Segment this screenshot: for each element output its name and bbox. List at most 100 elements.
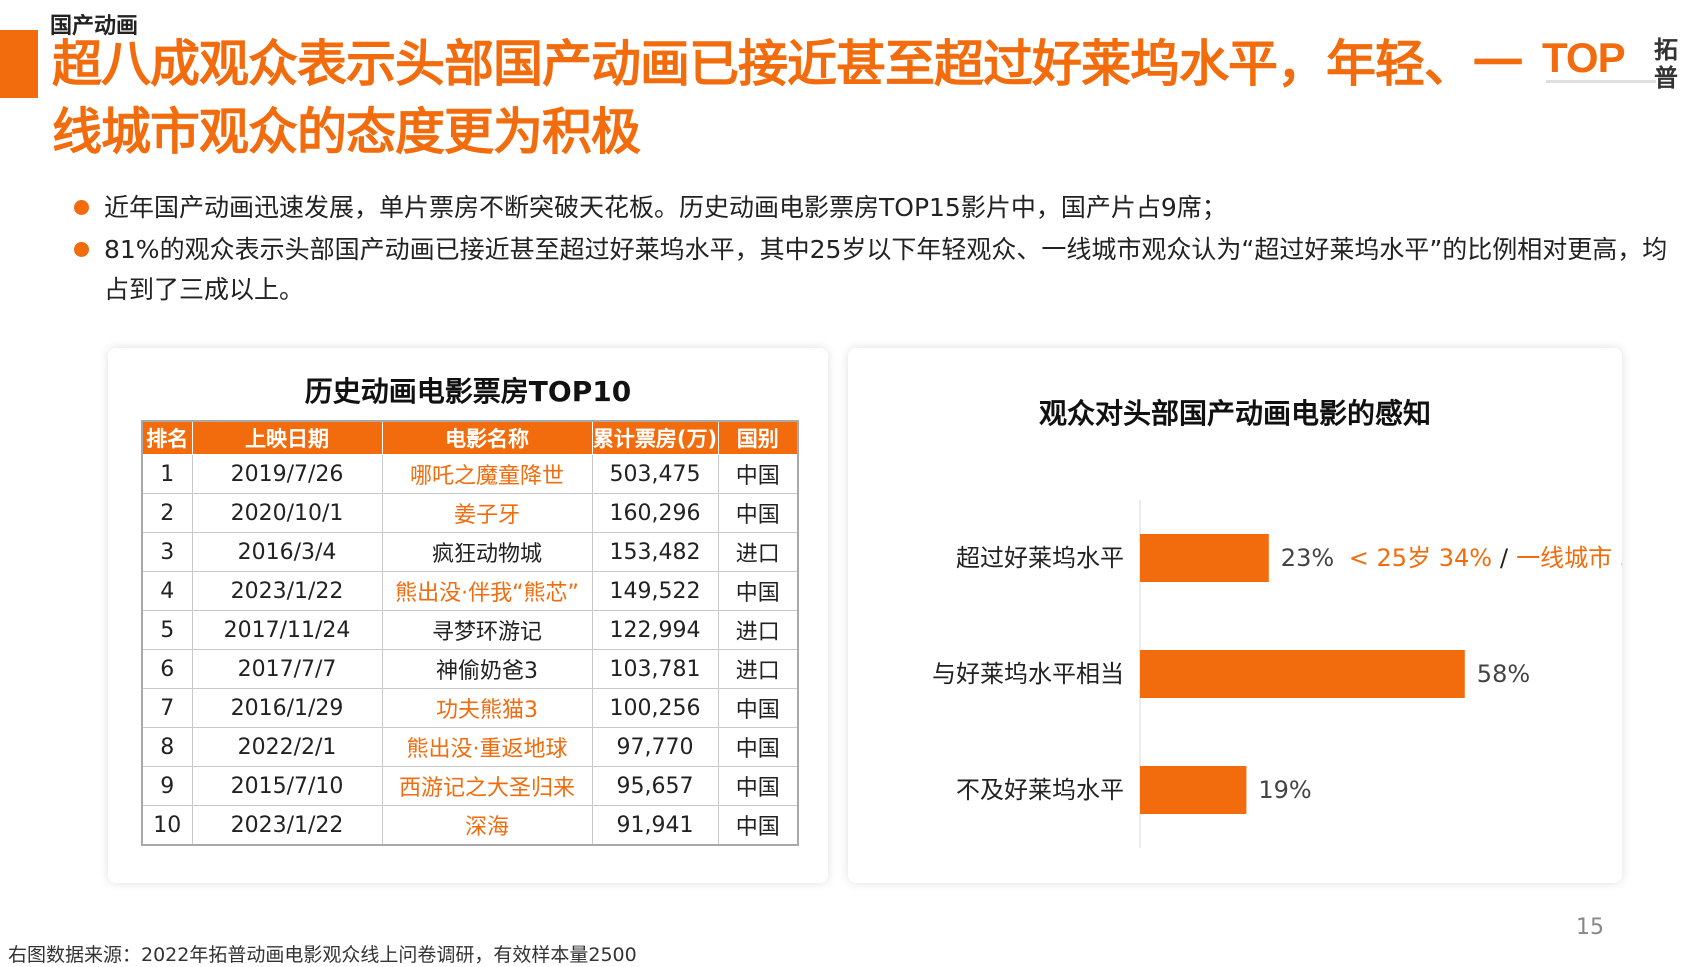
box-office-cell: 91,941 bbox=[591, 805, 719, 846]
release-date-cell: 2017/11/24 bbox=[191, 610, 383, 650]
column-header: 累计票房(万) bbox=[591, 420, 719, 455]
movie-name-cell: 寻梦环游记 bbox=[381, 610, 593, 650]
table-title: 历史动画电影票房TOP10 bbox=[304, 375, 632, 408]
category-label: 不及好莱坞水平 bbox=[956, 776, 1124, 804]
bullet-item: 81%的观众表示头部国产动画已接近甚至超过好莱坞水平，其中25岁以下年轻观众、一… bbox=[72, 230, 1672, 310]
column-header: 排名 bbox=[141, 420, 193, 455]
bullet-dot-icon bbox=[74, 200, 89, 215]
rank-cell: 1 bbox=[141, 454, 193, 494]
annotation-separator: / bbox=[1500, 544, 1509, 572]
box-office-cell: 122,994 bbox=[591, 610, 719, 650]
country-cell: 中国 bbox=[717, 805, 799, 846]
release-date-cell: 2019/7/26 bbox=[191, 454, 383, 494]
box-office-cell: 160,296 bbox=[591, 493, 719, 533]
table-header-row: 排名 上映日期 电影名称 累计票房(万) 国别 bbox=[141, 420, 799, 455]
box-office-table: 排名 上映日期 电影名称 累计票房(万) 国别 1 2019/7/26 哪吒之魔童降… bbox=[141, 420, 799, 846]
page-number: 15 bbox=[1576, 915, 1604, 940]
logo-underline bbox=[1546, 80, 1656, 83]
release-date-cell: 2016/1/29 bbox=[191, 688, 383, 728]
bullet-text: 近年国产动画迅速发展，单片票房不断突破天花板。历史动画电影票房TOP15影片中，… bbox=[104, 193, 1227, 222]
bar bbox=[1140, 534, 1269, 582]
release-date-cell: 2022/2/1 bbox=[191, 727, 383, 767]
movie-name-cell: 西游记之大圣归来 bbox=[381, 766, 593, 806]
movie-name-cell: 姜子牙 bbox=[381, 493, 593, 533]
country-cell: 进口 bbox=[717, 532, 799, 572]
movie-name-cell: 哪吒之魔童降世 bbox=[381, 454, 593, 494]
table-row: 5 2017/11/24 寻梦环游记 122,994 进口 bbox=[141, 610, 799, 650]
movie-name-cell: 熊出没·伴我“熊芯” bbox=[381, 571, 593, 611]
box-office-cell: 95,657 bbox=[591, 766, 719, 806]
brand-logo: TOP 拓普 bbox=[1542, 34, 1692, 94]
page-title: 超八成观众表示头部国产动画已接近甚至超过好莱坞水平，年轻、一线城市观众的态度更为… bbox=[52, 35, 1523, 161]
bar-annotation: < 25岁 34% /一线城市 33% bbox=[1349, 544, 1622, 572]
table-row: 2 2020/10/1 姜子牙 160,296 中国 bbox=[141, 493, 799, 533]
release-date-cell: 2017/7/7 bbox=[191, 649, 383, 689]
rank-cell: 9 bbox=[141, 766, 193, 806]
movie-name-cell: 功夫熊猫3 bbox=[381, 688, 593, 728]
annotation-part1: < 25岁 34% bbox=[1349, 544, 1492, 572]
country-cell: 中国 bbox=[717, 688, 799, 728]
table-row: 10 2023/1/22 深海 91,941 中国 bbox=[141, 805, 799, 846]
bullet-dot-icon bbox=[74, 242, 89, 257]
rank-cell: 8 bbox=[141, 727, 193, 767]
bar bbox=[1140, 650, 1465, 698]
bullet-item: 近年国产动画迅速发展，单片票房不断突破天花板。历史动画电影票房TOP15影片中，… bbox=[72, 188, 1672, 228]
logo-chinese-name: 拓普 bbox=[1654, 36, 1678, 92]
box-office-cell: 97,770 bbox=[591, 727, 719, 767]
release-date-cell: 2015/7/10 bbox=[191, 766, 383, 806]
country-cell: 中国 bbox=[717, 727, 799, 767]
chart-title: 观众对头部国产动画电影的感知 bbox=[1038, 397, 1431, 430]
rank-cell: 10 bbox=[141, 805, 193, 846]
rank-cell: 3 bbox=[141, 532, 193, 572]
value-label: 58% bbox=[1477, 660, 1530, 688]
logo-wordmark: TOP bbox=[1542, 34, 1626, 81]
column-header: 国别 bbox=[717, 420, 799, 455]
annotation-part2: 一线城市 33% bbox=[1516, 544, 1622, 572]
table-row: 7 2016/1/29 功夫熊猫3 100,256 中国 bbox=[141, 688, 799, 728]
release-date-cell: 2020/10/1 bbox=[191, 493, 383, 533]
rank-cell: 5 bbox=[141, 610, 193, 650]
data-source-note: 右图数据来源：2022年拓普动画电影观众线上问卷调研，有效样本量2500 bbox=[8, 944, 637, 966]
table-row: 8 2022/2/1 熊出没·重返地球 97,770 中国 bbox=[141, 727, 799, 767]
table-row: 9 2015/7/10 西游记之大圣归来 95,657 中国 bbox=[141, 766, 799, 806]
box-office-cell: 103,781 bbox=[591, 649, 719, 689]
country-cell: 进口 bbox=[717, 649, 799, 689]
movie-name-cell: 熊出没·重返地球 bbox=[381, 727, 593, 767]
perception-bar-chart: 超过好莱坞水平 23% < 25岁 34% /一线城市 33% 与好莱坞水平相当 58% 不… bbox=[932, 500, 1622, 848]
movie-name-cell: 深海 bbox=[381, 805, 593, 846]
value-label: 23% bbox=[1281, 544, 1334, 572]
table-row: 4 2023/1/22 熊出没·伴我“熊芯” 149,522 中国 bbox=[141, 571, 799, 611]
country-cell: 中国 bbox=[717, 454, 799, 494]
table-row: 1 2019/7/26 哪吒之魔童降世 503,475 中国 bbox=[141, 454, 799, 494]
country-cell: 中国 bbox=[717, 766, 799, 806]
category-label: 与好莱坞水平相当 bbox=[932, 660, 1124, 688]
table-row: 6 2017/7/7 神偷奶爸3 103,781 进口 bbox=[141, 649, 799, 689]
bar bbox=[1140, 766, 1247, 814]
category-label: 超过好莱坞水平 bbox=[956, 544, 1124, 572]
section-label: 国产动画 bbox=[50, 14, 139, 39]
table-row: 3 2016/3/4 疯狂动物城 153,482 进口 bbox=[141, 532, 799, 572]
title-accent-bar bbox=[0, 30, 38, 98]
rank-cell: 6 bbox=[141, 649, 193, 689]
box-office-cell: 149,522 bbox=[591, 571, 719, 611]
country-cell: 中国 bbox=[717, 493, 799, 533]
bullet-list: 近年国产动画迅速发展，单片票房不断突破天花板。历史动画电影票房TOP15影片中，… bbox=[72, 188, 1672, 312]
perception-chart-card: 观众对头部国产动画电影的感知 超过好莱坞水平 23% < 25岁 34% / 一线城市 … bbox=[848, 348, 1622, 883]
rank-cell: 4 bbox=[141, 571, 193, 611]
box-office-cell: 100,256 bbox=[591, 688, 719, 728]
box-office-cell: 503,475 bbox=[591, 454, 719, 494]
country-cell: 中国 bbox=[717, 571, 799, 611]
column-header: 电影名称 bbox=[381, 420, 593, 455]
box-office-cell: 153,482 bbox=[591, 532, 719, 572]
rank-cell: 7 bbox=[141, 688, 193, 728]
rank-cell: 2 bbox=[141, 493, 193, 533]
release-date-cell: 2023/1/22 bbox=[191, 571, 383, 611]
country-cell: 进口 bbox=[717, 610, 799, 650]
movie-name-cell: 疯狂动物城 bbox=[381, 532, 593, 572]
release-date-cell: 2023/1/22 bbox=[191, 805, 383, 846]
bullet-text: 81%的观众表示头部国产动画已接近甚至超过好莱坞水平，其中25岁以下年轻观众、一… bbox=[104, 235, 1668, 304]
movie-name-cell: 神偷奶爸3 bbox=[381, 649, 593, 689]
column-header: 上映日期 bbox=[191, 420, 383, 455]
value-label: 19% bbox=[1258, 776, 1311, 804]
